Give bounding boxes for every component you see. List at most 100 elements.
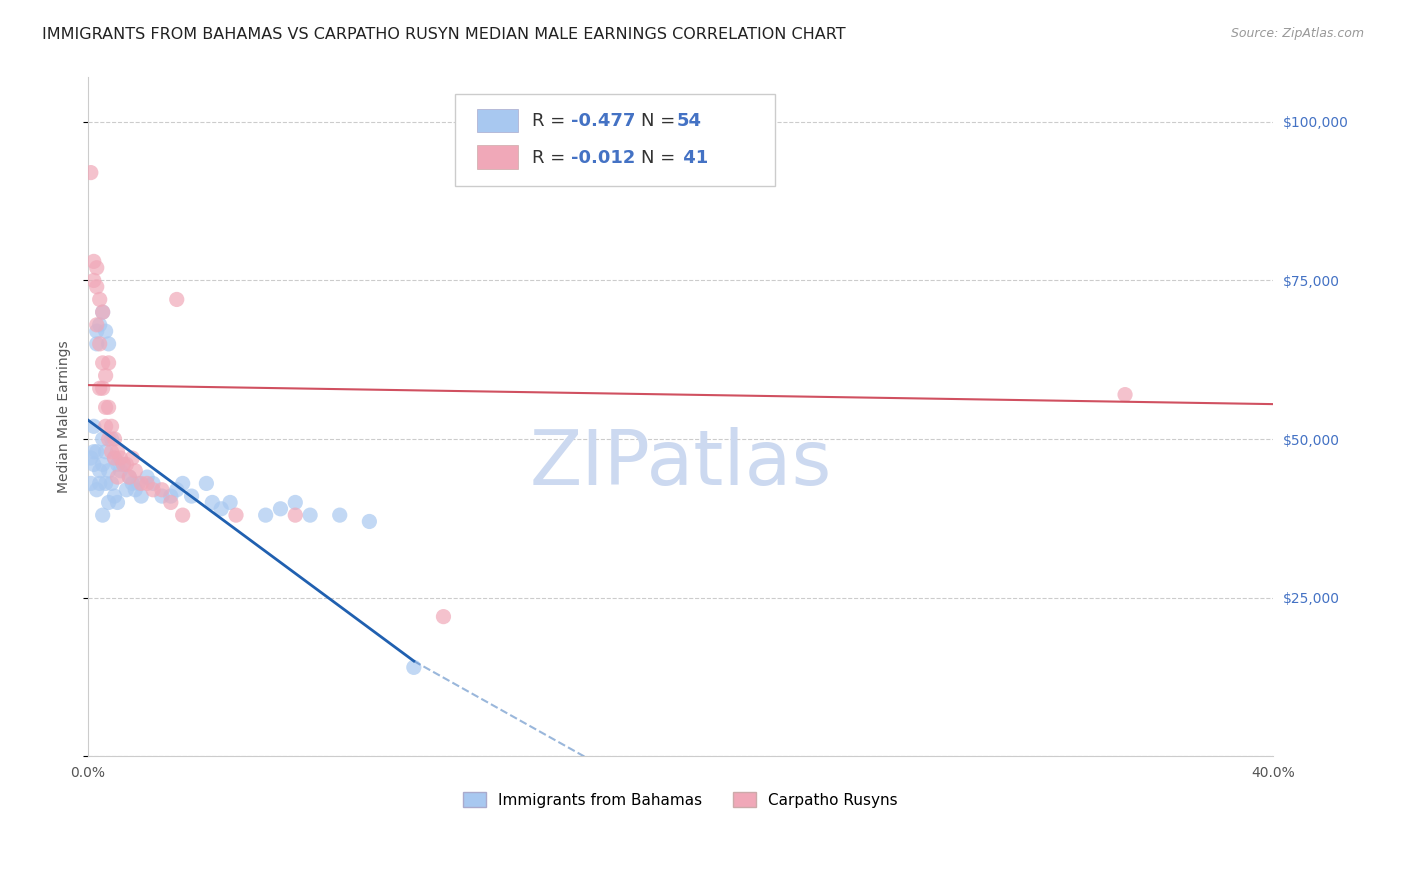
Point xyxy=(94,324,117,338)
Point xyxy=(142,483,165,497)
Point xyxy=(83,273,105,287)
Point xyxy=(124,483,146,497)
Point xyxy=(129,489,152,503)
Point xyxy=(83,444,105,458)
Point xyxy=(112,458,135,472)
Point xyxy=(225,508,247,523)
Point xyxy=(118,470,141,484)
Point xyxy=(89,476,111,491)
Point xyxy=(91,508,114,523)
Point xyxy=(86,260,108,275)
Point xyxy=(103,450,125,465)
Point xyxy=(103,432,125,446)
Point xyxy=(115,458,138,472)
Text: 41: 41 xyxy=(676,149,709,167)
Point xyxy=(91,432,114,446)
Point xyxy=(180,489,202,503)
Point xyxy=(127,476,149,491)
Text: 54: 54 xyxy=(676,112,702,130)
Point xyxy=(83,254,105,268)
Point xyxy=(80,476,103,491)
Point xyxy=(89,336,111,351)
Point xyxy=(91,356,114,370)
Point xyxy=(172,476,194,491)
Bar xyxy=(477,145,519,169)
Point xyxy=(172,508,194,523)
Point xyxy=(86,279,108,293)
Point xyxy=(89,318,111,332)
Point xyxy=(142,476,165,491)
Point xyxy=(159,489,181,503)
Point xyxy=(86,483,108,497)
Point xyxy=(209,501,232,516)
Point xyxy=(94,476,117,491)
Point xyxy=(136,470,159,484)
Point xyxy=(107,458,129,472)
Point xyxy=(97,356,120,370)
Point xyxy=(100,476,122,491)
Point xyxy=(124,464,146,478)
Point xyxy=(121,450,143,465)
Point xyxy=(432,609,454,624)
Point xyxy=(159,495,181,509)
Text: N =: N = xyxy=(641,149,682,167)
Point xyxy=(94,368,117,383)
Point xyxy=(80,165,103,179)
Point xyxy=(89,381,111,395)
Point xyxy=(91,305,114,319)
Point xyxy=(107,470,129,484)
Point xyxy=(115,483,138,497)
Text: Source: ZipAtlas.com: Source: ZipAtlas.com xyxy=(1230,27,1364,40)
Point xyxy=(121,476,143,491)
Point xyxy=(166,293,188,307)
Point xyxy=(86,324,108,338)
Point xyxy=(94,444,117,458)
Point xyxy=(100,419,122,434)
Point xyxy=(86,336,108,351)
Point xyxy=(129,476,152,491)
Point xyxy=(110,450,132,465)
Point xyxy=(195,476,218,491)
Point xyxy=(112,458,135,472)
Point xyxy=(219,495,242,509)
Point xyxy=(118,470,141,484)
Point xyxy=(83,458,105,472)
Point xyxy=(1114,387,1136,401)
Point xyxy=(254,508,277,523)
Point xyxy=(299,508,322,523)
Point xyxy=(100,444,122,458)
Point xyxy=(97,495,120,509)
Point xyxy=(89,293,111,307)
Point xyxy=(329,508,352,523)
Bar xyxy=(477,109,519,132)
Point xyxy=(150,483,173,497)
Point xyxy=(97,336,120,351)
Point xyxy=(91,381,114,395)
Text: -0.012: -0.012 xyxy=(571,149,636,167)
Point xyxy=(166,483,188,497)
Point xyxy=(359,515,381,529)
Point xyxy=(103,450,125,465)
Point xyxy=(97,464,120,478)
Point xyxy=(89,464,111,478)
Point xyxy=(110,464,132,478)
Text: R =: R = xyxy=(533,112,571,130)
Point xyxy=(97,401,120,415)
Point xyxy=(94,401,117,415)
Point xyxy=(80,450,103,465)
Point xyxy=(107,495,129,509)
Point xyxy=(107,444,129,458)
Point xyxy=(136,476,159,491)
Text: -0.477: -0.477 xyxy=(571,112,636,130)
FancyBboxPatch shape xyxy=(456,95,775,186)
Point xyxy=(284,495,307,509)
Point xyxy=(83,419,105,434)
Point xyxy=(284,508,307,523)
Point xyxy=(103,489,125,503)
Point xyxy=(91,458,114,472)
Text: ZIPatlas: ZIPatlas xyxy=(529,427,832,501)
Y-axis label: Median Male Earnings: Median Male Earnings xyxy=(58,341,72,493)
Point xyxy=(86,444,108,458)
Point xyxy=(97,432,120,446)
Text: N =: N = xyxy=(641,112,682,130)
